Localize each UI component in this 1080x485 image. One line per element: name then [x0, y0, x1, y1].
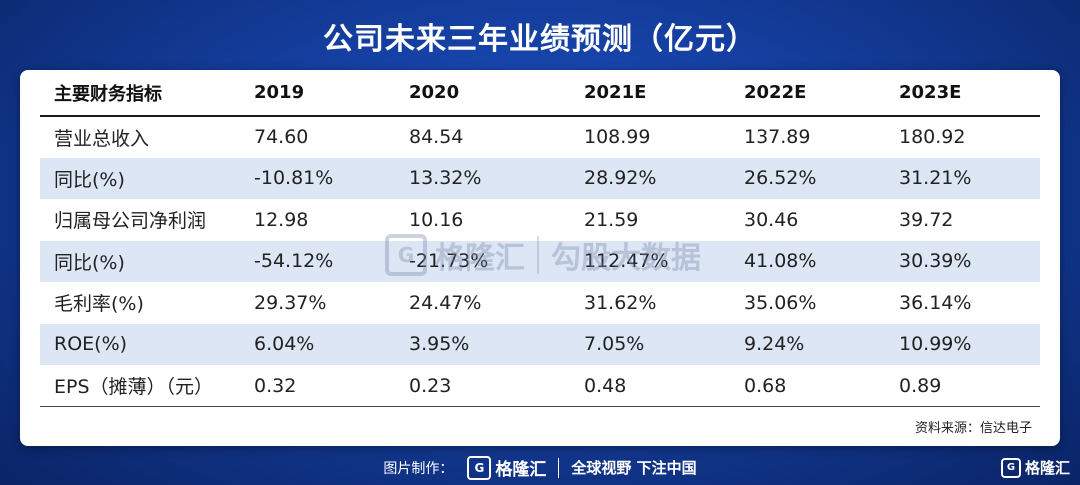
footer-slogan: 全球视野 下注中国 — [571, 459, 697, 477]
table-cell: 41.08% — [730, 240, 885, 282]
footer-bar: 图片制作： G 格隆汇 全球视野 下注中国 — [0, 450, 1080, 485]
table-cell: 9.24% — [730, 323, 885, 365]
table-row: ROE(%) 6.04% 3.95% 7.05% 9.24% 10.99% — [40, 323, 1040, 365]
row-label: 毛利率(%) — [54, 293, 144, 316]
table-cell: 0.68 — [730, 365, 885, 407]
row-label: 同比(%) — [40, 240, 240, 282]
table-cell: 26.52% — [730, 157, 885, 199]
table-cell: 0.23 — [395, 365, 570, 407]
table-cell: 24.47% — [409, 291, 482, 314]
footer-logo-text: 格隆汇 — [495, 460, 547, 480]
footer-divider — [558, 457, 560, 478]
table-cell: 6.04% — [240, 323, 395, 365]
row-label: EPS（摊薄）（元） — [40, 365, 240, 407]
row-label: ROE(%) — [40, 323, 240, 365]
table-cell: 3.95% — [395, 323, 570, 365]
corner-logo-icon: G — [1000, 457, 1021, 478]
forecast-table-card: 主要财务指标 2019 2020 2021E 2022E 2023E 营业总收入… — [20, 70, 1060, 446]
corner-logo-text: 格隆汇 — [1024, 459, 1070, 477]
header-2020: 2020 — [395, 70, 570, 117]
table-cell: 137.89 — [744, 126, 811, 149]
table-cell: 29.37% — [254, 291, 327, 314]
table-cell: 36.14% — [899, 291, 972, 314]
table-cell: 35.06% — [744, 291, 817, 314]
table-cell: 0.48 — [570, 365, 730, 407]
table-cell: -10.81% — [240, 157, 395, 199]
table-row: 归属母公司净利润 12.98 10.16 21.59 30.46 39.72 — [40, 199, 1040, 241]
table-row: 同比(%) -54.12% -21.73% 112.47% 41.08% 30.… — [40, 240, 1040, 282]
table-cell: 7.05% — [570, 323, 730, 365]
table-cell: 12.98 — [254, 208, 309, 231]
table-cell: 0.32 — [240, 365, 395, 407]
table-cell: 180.92 — [899, 126, 966, 149]
table-cell: -54.12% — [240, 240, 395, 282]
header-2023e: 2023E — [885, 70, 1040, 117]
table-cell: 74.60 — [254, 126, 309, 149]
row-label: 归属母公司净利润 — [54, 210, 207, 233]
row-label: 同比(%) — [40, 157, 240, 199]
table-cell: 112.47% — [570, 240, 730, 282]
footer-made-by: 图片制作： — [383, 460, 454, 477]
row-label: 营业总收入 — [54, 127, 150, 150]
table-cell: 30.46 — [744, 208, 799, 231]
header-2021e: 2021E — [570, 70, 730, 117]
table-cell: 10.99% — [885, 323, 1040, 365]
table-cell: 30.39% — [885, 240, 1040, 282]
corner-logo: G 格隆汇 — [1000, 457, 1070, 478]
table-row: 同比(%) -10.81% 13.32% 28.92% 26.52% 31.21… — [40, 157, 1040, 199]
page-title: 公司未来三年业绩预测（亿元） — [323, 22, 757, 57]
table-cell: 31.21% — [885, 157, 1040, 199]
header-2019: 2019 — [240, 70, 395, 117]
table-cell: 21.59 — [584, 208, 639, 231]
table-cell: 0.89 — [885, 365, 1040, 407]
table-cell: 13.32% — [395, 157, 570, 199]
header-2022e: 2022E — [730, 70, 885, 117]
table-cell: 31.62% — [584, 291, 657, 314]
table-cell: 10.16 — [409, 208, 464, 231]
table-header-row: 主要财务指标 2019 2020 2021E 2022E 2023E — [40, 70, 1040, 117]
table-cell: 28.92% — [570, 157, 730, 199]
source-note: 资料来源：信达电子 — [914, 421, 1032, 436]
forecast-table: 主要财务指标 2019 2020 2021E 2022E 2023E 营业总收入… — [40, 70, 1040, 407]
table-row: 毛利率(%) 29.37% 24.47% 31.62% 35.06% 36.14… — [40, 282, 1040, 324]
footer-logo-icon: G — [467, 455, 492, 480]
table-cell: 39.72 — [899, 208, 954, 231]
header-indicator: 主要财务指标 — [40, 70, 240, 117]
table-cell: 108.99 — [584, 126, 651, 149]
table-cell: 84.54 — [409, 126, 464, 149]
table-cell: -21.73% — [395, 240, 570, 282]
table-row: EPS（摊薄）（元） 0.32 0.23 0.48 0.68 0.89 — [40, 365, 1040, 407]
table-row: 营业总收入 74.60 84.54 108.99 137.89 180.92 — [40, 116, 1040, 158]
